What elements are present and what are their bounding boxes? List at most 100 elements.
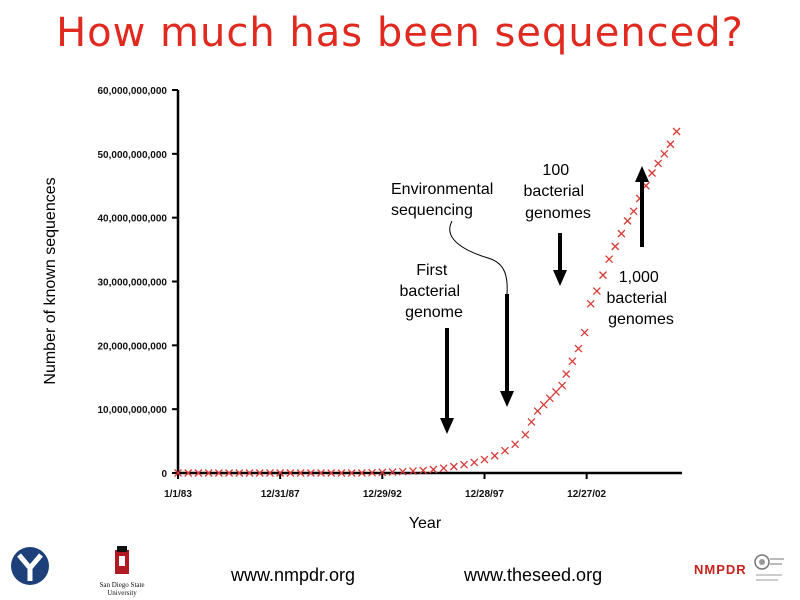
annotation-line: bacterial (524, 183, 584, 200)
data-point (666, 140, 675, 149)
annotation-connector-line (449, 220, 508, 295)
data-point (490, 451, 499, 460)
chart-axes (176, 90, 682, 475)
data-point (511, 440, 520, 449)
data-point (449, 462, 458, 471)
data-point (592, 287, 601, 296)
data-point (605, 255, 614, 264)
data-point (357, 469, 366, 477)
annotation-line: 100 (542, 162, 569, 179)
data-point (214, 469, 223, 477)
data-point (276, 469, 285, 477)
data-point (545, 394, 554, 403)
x-axis-title: Year (409, 515, 442, 532)
data-point (460, 460, 469, 469)
y-tick-label: 20,000,000,000 (97, 341, 167, 352)
data-point (558, 381, 567, 390)
annotation-line: bacterial (400, 283, 460, 300)
annotation-100-bacterial-genomes: 100 bacterial genomes (524, 162, 591, 222)
data-point (648, 169, 656, 177)
data-point (368, 468, 377, 477)
data-point (378, 468, 387, 477)
data-point (225, 469, 234, 477)
x-tick-label: 1/1/83 (164, 489, 192, 500)
data-point (617, 229, 626, 238)
data-point (194, 469, 203, 477)
data-point (398, 467, 407, 476)
data-point (429, 465, 438, 474)
data-point (337, 469, 346, 477)
x-tick-label: 12/31/87 (261, 489, 300, 500)
nmpdr-emblem-icon (754, 554, 784, 581)
arrow-head-100-genomes (553, 270, 567, 286)
data-point (204, 469, 213, 477)
data-point (470, 458, 479, 467)
data-point (286, 469, 295, 477)
y-tick-label: 10,000,000,000 (97, 405, 167, 416)
arrow-head-1000-genomes (635, 166, 649, 182)
data-point (611, 242, 620, 251)
data-points (174, 127, 681, 477)
annotation-line: sequencing (391, 202, 473, 219)
data-point (562, 370, 571, 379)
data-point (500, 446, 509, 455)
data-point (521, 430, 530, 439)
nmpdr-link[interactable]: www.nmpdr.org (231, 565, 356, 585)
annotation-line: genome (405, 304, 463, 321)
data-point (296, 469, 305, 477)
lab-logo-icon (11, 547, 49, 585)
data-point (623, 216, 632, 225)
data-point (654, 159, 663, 168)
data-point (660, 149, 669, 158)
data-point (245, 469, 254, 477)
data-point (672, 127, 681, 136)
sdsu-logo-icon (115, 546, 129, 574)
annotation-line: Environmental (391, 181, 493, 198)
y-tick-label: 0 (161, 469, 167, 480)
arrow-head-environmental (500, 391, 514, 407)
annotation-line: genomes (525, 205, 591, 222)
annotation-environmental-sequencing: Environmental sequencing (391, 181, 498, 219)
data-point (480, 455, 489, 464)
data-point (527, 417, 536, 426)
arrow-head-first-genome (440, 418, 454, 434)
data-point (409, 467, 417, 476)
data-point (347, 469, 356, 477)
data-point (586, 299, 595, 308)
data-point (265, 469, 274, 477)
data-point (552, 387, 560, 396)
x-axis-ticks: 1/1/83 12/31/87 12/29/92 12/28/97 12/27/02 (164, 473, 607, 500)
x-tick-label: 12/28/97 (465, 489, 504, 500)
data-point (317, 469, 325, 477)
sdsu-logo-text: San Diego State University (99, 581, 145, 597)
annotation-1000-bacterial-genomes: 1,000 bacterial genomes (607, 269, 674, 328)
data-point (539, 400, 548, 409)
data-point (568, 357, 577, 366)
data-point (174, 469, 182, 477)
y-axis-title: Number of known sequences (42, 177, 59, 384)
y-tick-label: 50,000,000,000 (97, 150, 167, 161)
data-point (235, 469, 244, 477)
data-point (533, 407, 542, 416)
annotation-first-bacterial-genome: First bacterial genome (400, 262, 465, 321)
annotation-line: First (416, 262, 448, 279)
x-tick-label: 12/29/92 (363, 489, 402, 500)
data-point (419, 466, 428, 475)
data-point (439, 464, 448, 473)
data-point (327, 469, 336, 477)
nmpdr-logo: NMPDR (694, 562, 747, 577)
data-point (574, 344, 583, 353)
data-point (255, 469, 264, 477)
x-tick-label: 12/27/02 (567, 489, 606, 500)
data-point (306, 469, 315, 477)
y-tick-label: 40,000,000,000 (97, 214, 167, 225)
theseed-link[interactable]: www.theseed.org (464, 565, 603, 585)
y-axis-ticks: 0 10,000,000,000 20,000,000,000 30,000,000,… (97, 86, 178, 480)
y-tick-label: 30,000,000,000 (97, 278, 167, 289)
data-point (580, 328, 589, 337)
annotation-line: bacterial (607, 290, 667, 307)
data-point (629, 207, 638, 216)
data-point (388, 468, 397, 477)
page-title: How much has been sequenced? (56, 10, 744, 56)
